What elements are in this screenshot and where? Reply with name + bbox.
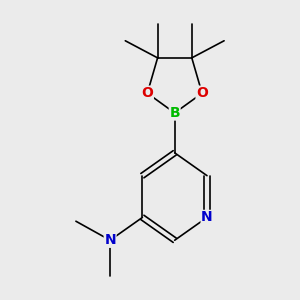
Text: O: O <box>141 86 153 100</box>
Text: N: N <box>201 210 213 224</box>
Text: N: N <box>104 233 116 247</box>
Text: O: O <box>196 86 208 100</box>
Text: B: B <box>169 106 180 120</box>
